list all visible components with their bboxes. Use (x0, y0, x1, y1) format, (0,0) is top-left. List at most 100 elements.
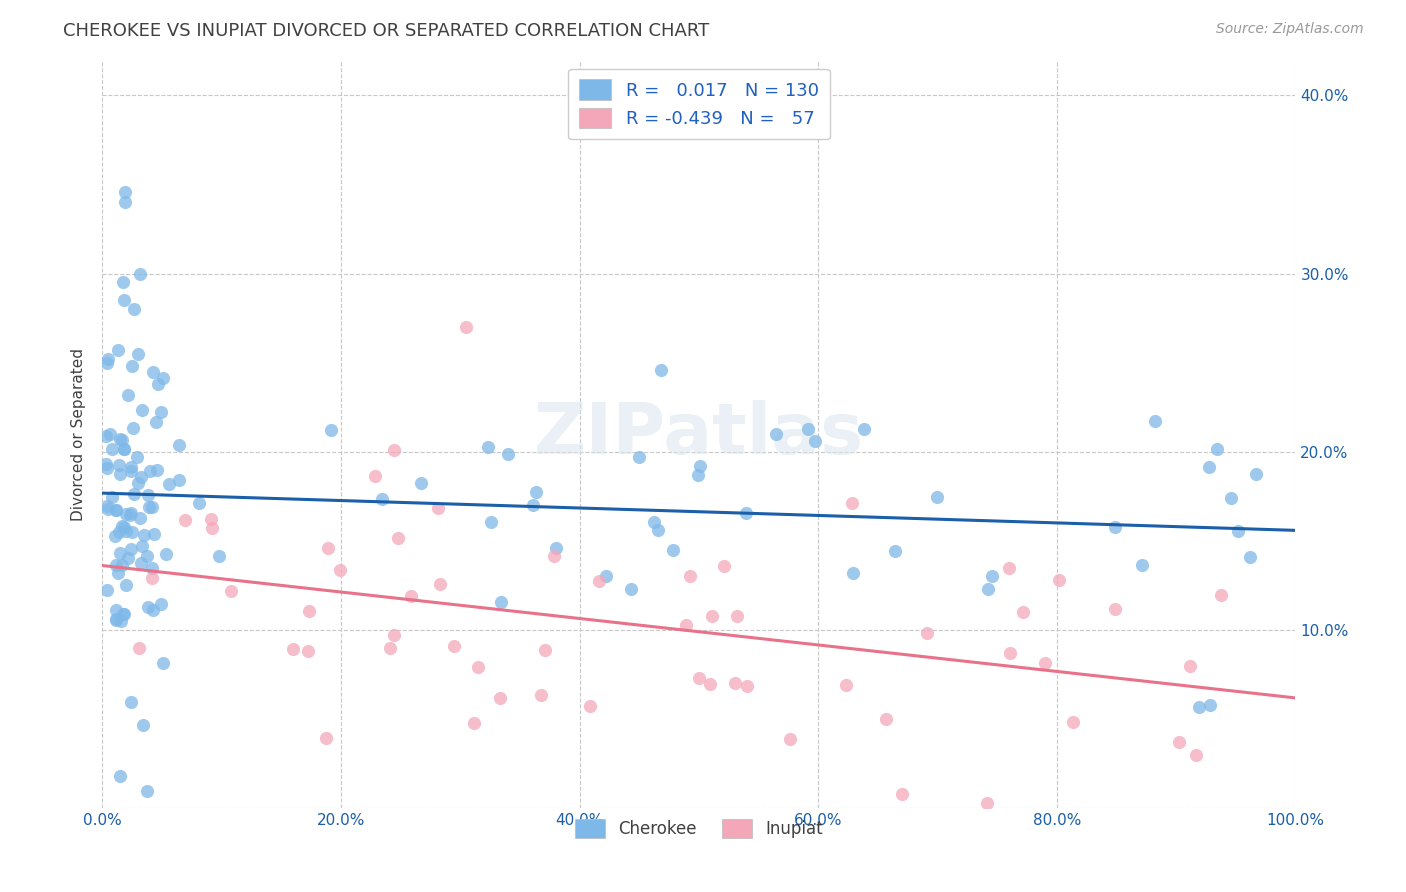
Point (1011, 606, 1033, 620)
Point (152, 371, 174, 385)
Point (679, 568, 702, 582)
Point (96, 500, 118, 514)
Point (915, 626, 938, 640)
Point (208, 549, 231, 563)
Point (112, 442, 135, 457)
Point (128, 640, 150, 655)
Point (1178, 659, 1201, 673)
Point (128, 267, 150, 281)
Point (1104, 520, 1126, 534)
Point (108, 467, 131, 482)
Point (142, 365, 165, 379)
Point (155, 547, 177, 561)
Point (105, 602, 128, 616)
Point (463, 716, 485, 731)
Point (456, 320, 478, 334)
Point (115, 578, 138, 592)
Point (1219, 491, 1241, 506)
Point (111, 434, 134, 448)
Point (142, 526, 165, 541)
Point (131, 718, 153, 732)
Point (980, 569, 1002, 583)
Point (735, 679, 758, 693)
Point (319, 423, 342, 437)
Point (997, 561, 1019, 575)
Point (688, 671, 710, 685)
Point (387, 531, 409, 545)
Point (382, 443, 405, 458)
Point (136, 549, 159, 564)
Point (136, 783, 159, 797)
Point (101, 442, 124, 457)
Point (426, 500, 449, 515)
Point (96, 461, 118, 475)
Point (976, 796, 998, 810)
Point (890, 787, 912, 801)
Point (97, 501, 120, 516)
Point (105, 613, 128, 627)
Point (110, 614, 132, 628)
Point (129, 511, 152, 525)
Point (167, 474, 190, 488)
Point (281, 642, 304, 657)
Point (127, 347, 149, 361)
Point (688, 468, 710, 483)
Point (146, 377, 169, 392)
Point (114, 185, 136, 199)
Point (115, 508, 138, 522)
Point (139, 464, 162, 478)
Point (118, 508, 141, 522)
Point (157, 477, 180, 491)
Point (620, 582, 643, 597)
Point (173, 513, 195, 527)
Point (316, 541, 339, 556)
Point (120, 459, 142, 474)
Point (765, 427, 787, 442)
Point (114, 195, 136, 210)
Point (713, 558, 735, 573)
Point (111, 558, 134, 572)
Point (382, 628, 405, 642)
Point (1062, 715, 1084, 730)
Point (429, 576, 451, 591)
Point (129, 469, 152, 483)
Point (120, 463, 142, 477)
Point (221, 583, 243, 598)
Point (925, 490, 948, 504)
Point (94, 429, 117, 443)
Point (1185, 747, 1208, 762)
Point (1239, 549, 1261, 564)
Point (122, 421, 145, 435)
Point (530, 688, 553, 702)
Point (853, 422, 876, 436)
Point (127, 450, 149, 464)
Point (200, 512, 222, 526)
Point (1047, 573, 1070, 587)
Point (111, 518, 134, 533)
Point (329, 563, 352, 577)
Point (167, 438, 190, 452)
Point (104, 529, 127, 543)
Legend: Cherokee, Inupiat: Cherokee, Inupiat (568, 813, 830, 845)
Point (101, 490, 124, 504)
Point (467, 659, 489, 673)
Point (141, 571, 163, 585)
Point (1168, 735, 1191, 749)
Point (105, 503, 128, 517)
Point (111, 607, 134, 622)
Point (127, 475, 149, 490)
Point (110, 769, 132, 783)
Point (1209, 588, 1232, 602)
Point (371, 491, 394, 506)
Point (107, 566, 129, 580)
Point (122, 302, 145, 317)
Point (1188, 699, 1211, 714)
Text: CHEROKEE VS INUPIAT DIVORCED OR SEPARATED CORRELATION CHART: CHEROKEE VS INUPIAT DIVORCED OR SEPARATE… (63, 22, 710, 40)
Point (108, 432, 131, 446)
Point (779, 732, 801, 747)
Point (700, 608, 723, 623)
Point (883, 544, 905, 558)
Point (115, 524, 138, 538)
Point (650, 362, 672, 376)
Text: Source: ZipAtlas.com: Source: ZipAtlas.com (1216, 22, 1364, 37)
